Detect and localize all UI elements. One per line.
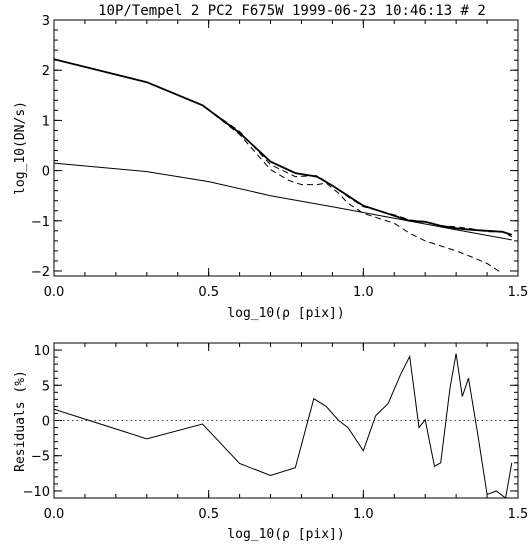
residuals-x-tick-label: 1.0 xyxy=(353,507,374,522)
profile-y-tick-label: 3 xyxy=(42,14,50,29)
residuals-x-tick-label: 0.0 xyxy=(44,507,65,522)
profile-plot-frame xyxy=(53,19,519,277)
profile-x-tick-label: 0.0 xyxy=(44,285,65,300)
residuals-panel: 0.0 0.5 1.0 1.5 −10 −5 0 5 10 log_10(ρ [pix]) Re… xyxy=(13,342,529,542)
residuals-x-axis-label: log_10(ρ [pix]) xyxy=(227,527,344,542)
profile-y-axis-label: log_10(DN/s) xyxy=(13,101,28,195)
residuals-y-tick-label: 10 xyxy=(33,344,50,359)
residuals-plot-frame xyxy=(53,342,519,499)
residuals-series-line-1 xyxy=(54,353,513,498)
profile-x-tick-label: 1.0 xyxy=(353,285,374,300)
residuals-x-tick-label: 0.5 xyxy=(198,507,219,522)
residuals-y-tick-label: 5 xyxy=(42,379,50,394)
residuals-y-tick-label: −10 xyxy=(23,485,50,500)
profile-x-axis-label: log_10(ρ [pix]) xyxy=(227,306,344,321)
profile-x-tick-label: 1.5 xyxy=(508,285,529,300)
profile-y-tick-label: 1 xyxy=(42,114,50,129)
profile-x-tick-label: 0.5 xyxy=(198,285,219,300)
residuals-y-axis-label: Residuals (%) xyxy=(13,370,28,472)
profile-y-tick-label: −1 xyxy=(31,215,50,230)
chart-title: 10P/Tempel 2 PC2 F675W 1999-06-23 10:46:… xyxy=(98,3,486,19)
profile-series-line-3 xyxy=(54,58,503,274)
profile-y-tick-label: −2 xyxy=(31,265,50,280)
profile-series-line-1 xyxy=(54,58,513,236)
profile-series-line-2 xyxy=(54,58,513,238)
residuals-x-tick-label: 1.5 xyxy=(508,507,529,522)
profile-series-line-4 xyxy=(54,162,512,241)
profile-y-tick-label: 2 xyxy=(42,64,50,79)
profile-panel: 10P/Tempel 2 PC2 F675W 1999-06-23 10:46:… xyxy=(13,3,528,321)
residuals-y-tick-label: −5 xyxy=(31,450,50,465)
profile-y-tick-label: 0 xyxy=(42,165,50,180)
residuals-y-tick-label: 0 xyxy=(42,415,50,430)
